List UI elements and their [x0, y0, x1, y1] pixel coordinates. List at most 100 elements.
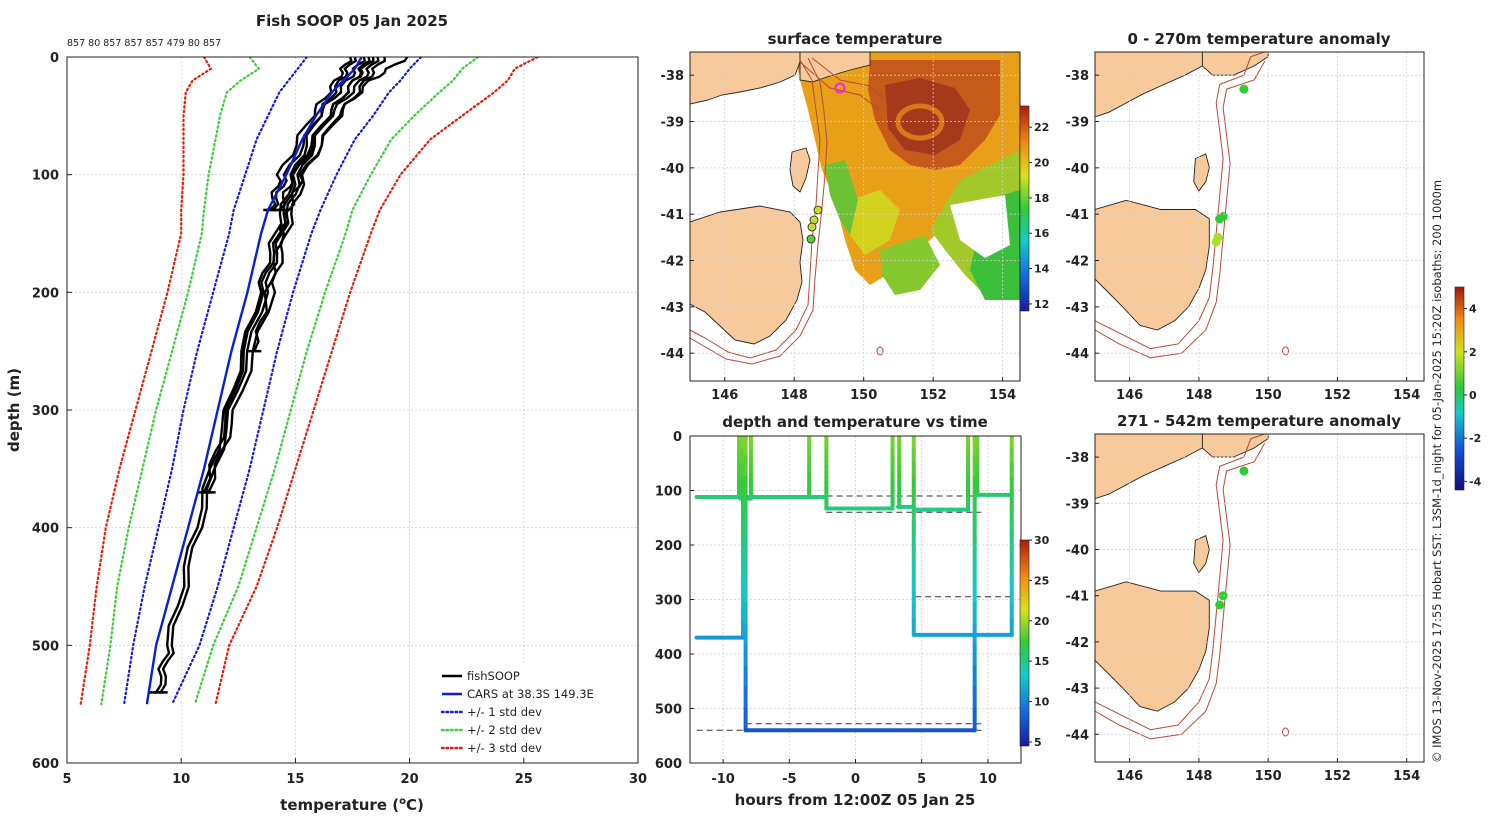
legend-label: +/- 3 std dev [467, 741, 542, 755]
std1-lower-line [122, 57, 308, 706]
sst-eddy-core [895, 103, 945, 141]
profile-lines [79, 57, 539, 706]
map-ytick-label: -39 [1066, 116, 1090, 131]
map-xtick-label: 150 [1255, 769, 1282, 784]
map-ytick-label: -43 [1066, 682, 1090, 697]
map-xtick-label: 148 [1185, 388, 1212, 403]
profile-grid [67, 57, 638, 763]
map-xtick-label: 148 [781, 388, 808, 403]
fishsoop-profile-line [271, 57, 366, 211]
dt-ytick-label: 500 [655, 703, 682, 718]
depth-time-panel: depth and temperature vs time -10 -5 0 5 100… [655, 413, 1050, 809]
sst-cb-label: 16 [1034, 227, 1050, 240]
std1-upper-line [171, 57, 423, 706]
profile-xtick-label: 5 [62, 772, 71, 787]
anomaly-bottom-grid [1095, 434, 1424, 762]
anomaly-point [1211, 237, 1221, 247]
anomaly-point [1218, 212, 1228, 221]
dt-ytick-label: 200 [655, 539, 682, 554]
sst-ticks: 146 148 150 152 154 -38 -39 -40 -41 -42 -43 -44 [661, 69, 1017, 403]
sst-colorbar [1019, 105, 1030, 312]
profile-panel: Fish SOOP 05 Jan 2025 857 80 857 857 857… [5, 12, 647, 814]
std3-lower-line [79, 57, 212, 706]
sst-isobath-north2 [811, 57, 886, 101]
map-ytick-label: -38 [661, 69, 685, 84]
std2-lower-line [100, 57, 260, 706]
anomaly-bottom-panel: 271 - 542m temperature anomaly 146 148 150… [1066, 412, 1425, 784]
map-ytick-label: -41 [661, 208, 685, 223]
map-xtick-label: 146 [1116, 388, 1143, 403]
anomaly-bottom-map [1095, 434, 1289, 740]
sst-colorbar-ticks: 22 20 18 16 14 12 [1029, 121, 1050, 311]
sst-obs-marker [813, 205, 823, 215]
depth-time-colorbar [1019, 539, 1030, 747]
profile-ytick-label: 400 [32, 522, 59, 537]
depth-time-colorbar-ticks: 30 25 20 15 10 5 [1029, 534, 1050, 749]
anomaly-colorbar-ticks: 4 2 0 -2 -4 [1464, 303, 1482, 488]
anomaly-top-ticks: 146 148 150 152 154 -38 -39 -40 -41 -42 -43 -44 [1066, 69, 1421, 403]
depth-time-xlabel: hours from 12:00Z 05 Jan 25 [735, 791, 976, 809]
dt-xtick-label: -10 [711, 772, 735, 787]
legend-box [437, 664, 629, 756]
dt-cb-label: 25 [1034, 574, 1049, 587]
sst-isobath-200 [690, 59, 821, 359]
map-xtick-label: 148 [1185, 769, 1212, 784]
dt-xtick-label: 10 [979, 772, 997, 787]
sst-field-scatter [825, 160, 858, 235]
sst-field-yellow [850, 190, 900, 255]
dt-ytick-label: 400 [655, 648, 682, 663]
anomaly-top-panel: 0 - 270m temperature anomaly 146 148 150 15… [1066, 30, 1425, 403]
credit-text: © IMOS 13-Nov-2025 17:55 Hobart SST: L3S… [1430, 180, 1444, 763]
anomaly-top-grid [1095, 52, 1424, 381]
legend-label: CARS at 38.3S 149.3E [467, 687, 594, 701]
map-ytick-label: -38 [1066, 451, 1090, 466]
profile-ytick-label: 200 [32, 286, 59, 301]
map-ytick-label: -41 [1066, 208, 1090, 223]
fishsoop-profile-line [207, 57, 409, 493]
map-ytick-label: -43 [1066, 301, 1090, 316]
anom-seamount [1281, 346, 1289, 356]
profile-title: Fish SOOP 05 Jan 2025 [256, 12, 448, 30]
map-xtick-label: 150 [850, 388, 877, 403]
map-ytick-label: -40 [661, 162, 685, 177]
profile-ytick-label: 600 [32, 757, 59, 772]
anomaly-top-frame [1094, 51, 1425, 382]
anom-land-tasmania [1095, 581, 1210, 712]
map-xtick-label: 150 [1255, 388, 1282, 403]
anom-cb-label: -4 [1469, 475, 1482, 488]
profile-ytick-label: 100 [32, 169, 59, 184]
std3-upper-line [214, 57, 539, 706]
map-ytick-label: -42 [1066, 636, 1090, 651]
anom-land-flinders [1193, 153, 1210, 192]
map-xtick-label: 154 [989, 388, 1016, 403]
sst-map [690, 52, 1020, 365]
depth-time-grid [690, 436, 1021, 763]
depth-time-title: depth and temperature vs time [722, 413, 988, 431]
profile-xtick-label: 25 [515, 772, 533, 787]
map-xtick-label: 152 [1324, 388, 1351, 403]
sst-cb-label: 22 [1034, 121, 1049, 134]
profile-xtick-label: 20 [401, 772, 419, 787]
sst-title: surface temperature [768, 30, 943, 48]
sst-land-flinders [789, 147, 811, 193]
sst-cloud-gap [950, 195, 1010, 258]
profile-xlabel: temperature (oC) [280, 796, 424, 814]
map-ytick-label: -42 [1066, 255, 1090, 270]
dt-ytick-label: 100 [655, 485, 682, 500]
anom-isobath-coast [1250, 52, 1265, 58]
anomaly-bottom-frame [1094, 433, 1425, 763]
sst-obs-marker [806, 234, 816, 244]
anomaly-point [1215, 600, 1225, 610]
sst-cb-label: 20 [1034, 157, 1050, 170]
dt-ytick-label: 600 [655, 757, 682, 772]
anomaly-point [1239, 466, 1249, 476]
map-ytick-label: -44 [1066, 728, 1090, 743]
surface-temp-panel: surface temperature [661, 30, 1050, 403]
anomaly-bottom-title: 271 - 542m temperature anomaly [1117, 412, 1401, 430]
map-ytick-label: -44 [1066, 347, 1090, 362]
sst-isobath-1000 [690, 57, 828, 365]
anom-cb-label: 0 [1469, 389, 1477, 402]
fishsoop-profile-line [155, 57, 358, 694]
profile-top-labels: 857 80 857 857 857 479 80 857 [67, 38, 221, 49]
